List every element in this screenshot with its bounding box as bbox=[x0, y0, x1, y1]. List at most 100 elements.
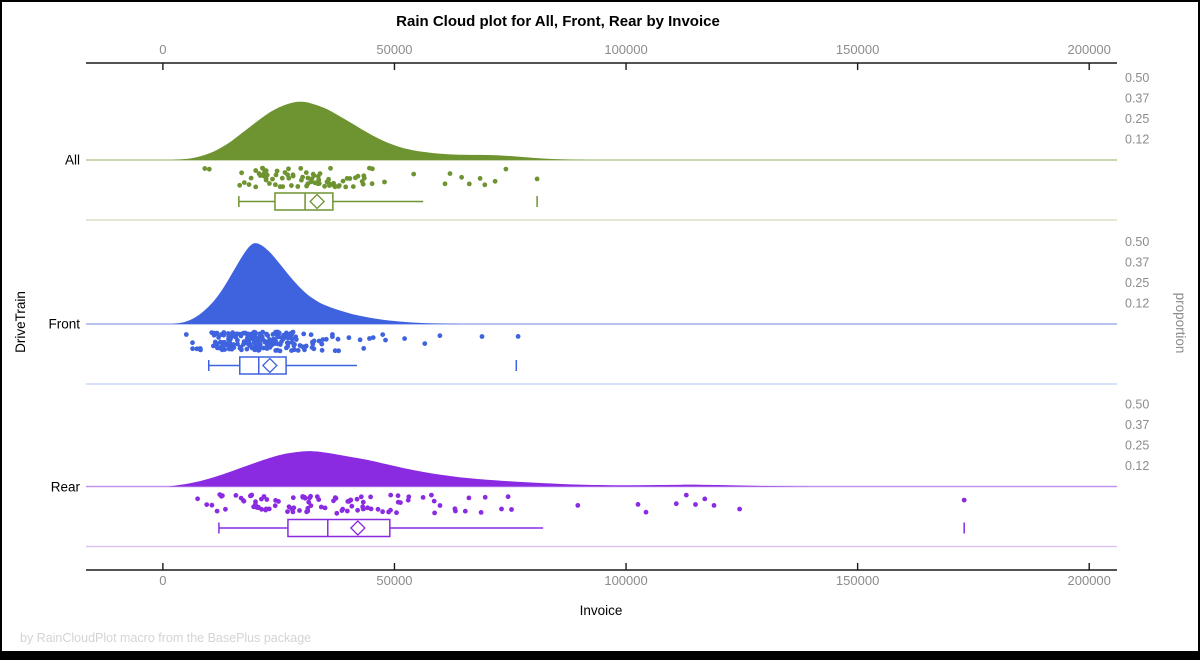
proportion-tick-label-all: 0.12 bbox=[1125, 133, 1149, 147]
rain-point bbox=[459, 174, 464, 180]
rain-point bbox=[290, 172, 296, 178]
rain-point bbox=[305, 508, 311, 514]
rain-point bbox=[276, 334, 282, 340]
rain-outlier-point bbox=[702, 496, 708, 502]
rain-point bbox=[303, 170, 309, 176]
rain-point bbox=[635, 502, 641, 507]
rain-point bbox=[267, 337, 272, 342]
rain-point bbox=[308, 493, 313, 499]
rain-point bbox=[322, 183, 327, 189]
rain-point bbox=[289, 183, 294, 188]
density-all bbox=[172, 101, 589, 160]
density-front bbox=[172, 243, 464, 324]
rain-point bbox=[204, 502, 210, 507]
rain-point bbox=[478, 510, 484, 515]
proportion-tick-label-front: 0.50 bbox=[1125, 235, 1149, 249]
rain-point bbox=[335, 336, 341, 342]
rain-point bbox=[277, 184, 283, 190]
rain-point bbox=[231, 342, 236, 347]
rain-point bbox=[318, 504, 324, 510]
rain-point bbox=[305, 175, 311, 181]
rain-point bbox=[248, 175, 254, 181]
rain-outlier-point bbox=[534, 176, 540, 182]
rain-point bbox=[355, 507, 360, 513]
rain-point bbox=[190, 346, 196, 352]
rain-point bbox=[273, 182, 278, 188]
footer-note: by RainCloudPlot macro from the BasePlus… bbox=[20, 631, 311, 645]
rain-point bbox=[344, 508, 350, 514]
rain-point bbox=[358, 494, 364, 500]
rain-point bbox=[272, 341, 278, 346]
rain-point bbox=[315, 173, 321, 179]
rain-point bbox=[275, 347, 280, 353]
rain-point bbox=[477, 176, 483, 181]
rain-point bbox=[302, 347, 307, 353]
proportion-tick-label-rear: 0.12 bbox=[1125, 459, 1149, 473]
rain-point bbox=[336, 183, 342, 188]
rain-point bbox=[303, 343, 309, 349]
rain-point bbox=[293, 337, 299, 342]
rain-point bbox=[254, 505, 260, 510]
rain-point bbox=[305, 181, 311, 187]
rain-rear bbox=[195, 492, 967, 516]
rain-point bbox=[263, 507, 268, 513]
rain-point bbox=[311, 338, 317, 344]
rain-point bbox=[332, 495, 338, 500]
rain-point bbox=[284, 340, 290, 346]
rain-point bbox=[202, 166, 208, 171]
proportion-tick-label-all: 0.50 bbox=[1125, 71, 1149, 85]
rain-point bbox=[290, 495, 296, 501]
rain-point bbox=[312, 180, 318, 186]
rain-point bbox=[367, 165, 372, 171]
bottom-axis-tick-label: 150000 bbox=[836, 573, 879, 588]
rain-point bbox=[245, 341, 251, 346]
box-iqr bbox=[287, 518, 391, 538]
rain-point bbox=[322, 505, 328, 511]
rain-point bbox=[369, 181, 375, 187]
chart-title: Rain Cloud plot for All, Front, Rear by … bbox=[396, 13, 720, 30]
rain-outlier-point bbox=[961, 497, 967, 503]
rain-point bbox=[267, 345, 273, 350]
rain-point bbox=[225, 342, 230, 348]
rain-outlier-point bbox=[437, 333, 443, 339]
proportion-tick-label-all: 0.37 bbox=[1125, 92, 1149, 106]
rain-outlier-point bbox=[711, 503, 717, 508]
rain-point bbox=[334, 510, 340, 516]
rain-point bbox=[209, 330, 215, 335]
rain-point bbox=[405, 497, 411, 503]
proportion-tick-label-front: 0.37 bbox=[1125, 256, 1149, 270]
rain-outlier-point bbox=[447, 171, 453, 177]
rain-point bbox=[289, 506, 294, 511]
rain-point bbox=[235, 337, 240, 343]
mean-diamond bbox=[309, 193, 326, 210]
rain-point bbox=[324, 179, 330, 185]
boxplot-front bbox=[207, 356, 518, 375]
rain-point bbox=[466, 181, 472, 187]
rain-point bbox=[420, 495, 426, 500]
rain-point bbox=[239, 170, 245, 176]
rain-point bbox=[241, 180, 247, 186]
rain-point bbox=[242, 330, 247, 336]
boxplot-all bbox=[238, 192, 538, 211]
rain-point bbox=[300, 174, 305, 180]
rain-point bbox=[347, 176, 353, 181]
x-axis-title: Invoice bbox=[580, 603, 623, 618]
bottom-axis-tick-label: 100000 bbox=[604, 573, 647, 588]
rain-point bbox=[190, 340, 195, 346]
rain-point bbox=[253, 184, 259, 190]
panel-separator-lines bbox=[86, 159, 1117, 548]
rain-point bbox=[482, 494, 488, 500]
rain-point bbox=[206, 166, 212, 172]
category-label-front: Front bbox=[48, 317, 80, 332]
rain-point bbox=[383, 337, 388, 343]
rain-point bbox=[466, 495, 472, 501]
rain-point bbox=[264, 497, 270, 502]
right-axis-title: proportion bbox=[1173, 293, 1188, 354]
rain-point bbox=[503, 166, 509, 172]
top-axis-tick-label: 200000 bbox=[1068, 42, 1111, 57]
rain-point bbox=[279, 334, 285, 340]
rain-point bbox=[285, 343, 291, 349]
proportion-tick-label-rear: 0.50 bbox=[1125, 398, 1149, 412]
